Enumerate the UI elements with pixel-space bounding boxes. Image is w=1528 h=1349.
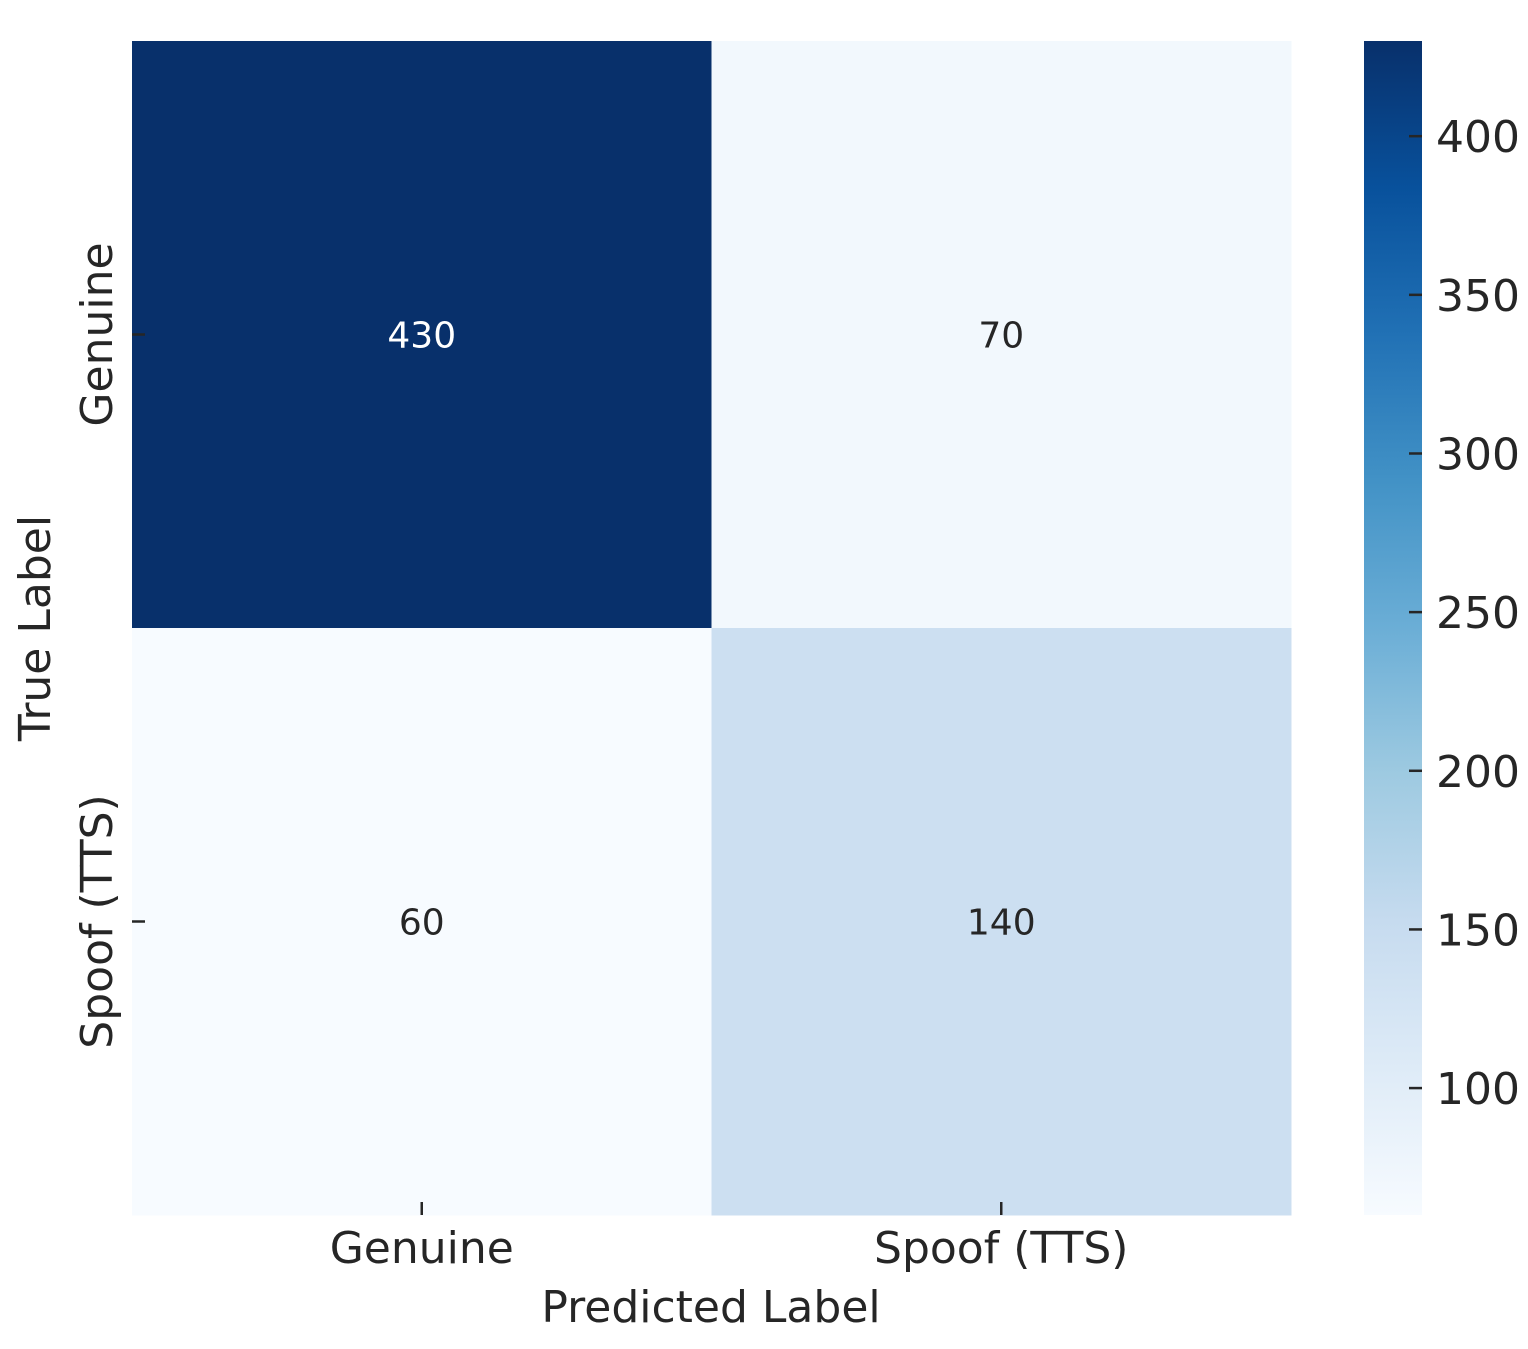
heatmap-cell bbox=[711, 41, 1292, 629]
heatmap-cell bbox=[711, 628, 1292, 1216]
heatmap-cell bbox=[132, 41, 712, 629]
cell-annotation: 70 bbox=[978, 316, 1024, 357]
colorbar-tick-label: 300 bbox=[1436, 429, 1520, 480]
colorbar-tick-label: 200 bbox=[1436, 747, 1520, 798]
x-tick-label: Spoof (TTS) bbox=[874, 1223, 1128, 1274]
y-tick-label: Genuine bbox=[72, 242, 123, 426]
x-axis-label: Predicted Label bbox=[541, 1282, 880, 1333]
colorbar-tick-label: 350 bbox=[1436, 271, 1520, 322]
colorbar-tick-label: 250 bbox=[1436, 588, 1520, 639]
colorbar-tick-label: 100 bbox=[1436, 1064, 1520, 1115]
colorbar-tick-label: 150 bbox=[1436, 905, 1520, 956]
colorbar bbox=[1364, 41, 1422, 1215]
cell-annotation: 60 bbox=[399, 903, 445, 944]
cell-annotation: 140 bbox=[967, 903, 1036, 944]
heatmap-cell bbox=[132, 628, 712, 1216]
x-tick-label: Genuine bbox=[330, 1223, 514, 1274]
y-tick-label: Spoof (TTS) bbox=[72, 794, 123, 1048]
y-axis-label: True Label bbox=[10, 515, 61, 742]
cell-annotation: 430 bbox=[387, 316, 456, 357]
colorbar-tick-label: 400 bbox=[1436, 112, 1520, 163]
